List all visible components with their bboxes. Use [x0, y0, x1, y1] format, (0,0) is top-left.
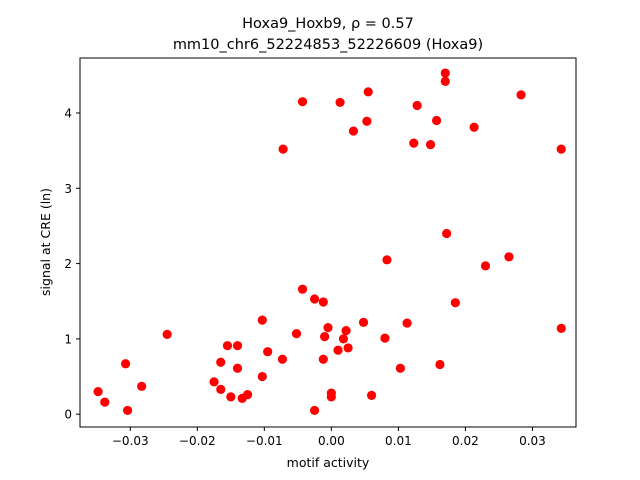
data-point-43: [395, 363, 405, 373]
data-point-1: [100, 397, 110, 407]
data-point-50: [440, 68, 450, 78]
data-point-10: [226, 392, 236, 402]
y-axis-ticks: 0 1 2 3 4: [64, 106, 80, 422]
data-point-38: [362, 116, 372, 126]
data-point-46: [412, 100, 422, 111]
data-point-5: [162, 329, 172, 339]
x-tick-label: 0.02: [452, 434, 479, 448]
y-tick-label: 3: [64, 182, 72, 196]
data-point-49: [435, 359, 445, 370]
data-point-12: [232, 363, 243, 373]
data-point-0: [93, 387, 103, 397]
data-point-39: [363, 87, 373, 97]
data-point-55: [480, 261, 491, 271]
plot-frame: [79, 57, 577, 428]
data-point-22: [297, 97, 308, 107]
data-point-9: [222, 341, 233, 351]
data-point-4: [137, 381, 147, 391]
data-point-28: [323, 323, 333, 333]
chart-title-line1: Hoxa9_Hoxb9, ρ = 0.57: [242, 16, 414, 32]
data-point-53: [450, 298, 460, 308]
data-point-58: [556, 144, 566, 154]
data-point-25: [318, 297, 328, 307]
data-point-27: [320, 332, 330, 342]
x-tick-label: 0.00: [318, 434, 345, 448]
data-point-32: [335, 97, 345, 108]
data-point-44: [402, 318, 412, 328]
data-point-59: [556, 323, 566, 333]
x-axis-ticks: −0.03 −0.02 −0.01 0.00 0.01 0.02 0.03: [112, 427, 546, 448]
x-tick-label: 0.03: [519, 434, 546, 448]
y-tick-label: 4: [64, 106, 72, 120]
x-axis-label: motif activity: [287, 455, 370, 470]
data-point-7: [216, 384, 226, 394]
data-point-2: [120, 359, 131, 369]
data-points: [93, 68, 566, 416]
data-point-16: [257, 371, 267, 382]
data-point-23: [309, 294, 320, 304]
y-tick-label: 1: [64, 332, 72, 346]
data-point-54: [469, 122, 479, 132]
data-point-56: [504, 252, 514, 262]
data-point-18: [277, 354, 288, 364]
data-point-15: [257, 315, 267, 325]
data-point-33: [338, 334, 349, 344]
data-point-6: [209, 377, 219, 387]
x-tick-label: 0.01: [385, 434, 412, 448]
data-point-24: [309, 405, 320, 416]
data-point-31: [333, 345, 343, 355]
data-point-8: [216, 357, 226, 367]
data-point-34: [341, 326, 351, 336]
data-point-35: [343, 343, 353, 353]
data-point-51: [440, 76, 450, 86]
data-point-40: [366, 390, 377, 400]
data-point-17: [263, 347, 273, 357]
data-point-20: [291, 329, 302, 339]
data-point-42: [382, 255, 392, 265]
data-point-36: [348, 126, 359, 136]
x-tick-label: −0.01: [246, 434, 283, 448]
data-point-3: [122, 405, 133, 416]
data-point-47: [425, 140, 436, 150]
data-point-14: [242, 390, 253, 400]
x-tick-label: −0.02: [179, 434, 216, 448]
data-point-37: [358, 317, 369, 327]
data-point-26: [318, 354, 328, 364]
data-point-41: [380, 333, 390, 343]
data-point-57: [516, 90, 526, 100]
data-point-19: [278, 144, 288, 154]
y-tick-label: 2: [64, 257, 72, 271]
x-tick-label: −0.03: [112, 434, 149, 448]
data-point-21: [297, 284, 308, 294]
data-point-45: [409, 138, 419, 148]
data-point-11: [232, 341, 243, 351]
y-axis-label: signal at CRE (ln): [38, 188, 53, 296]
data-point-48: [431, 115, 442, 126]
data-point-52: [442, 228, 452, 239]
chart-title-line2: mm10_chr6_52224853_52226609 (Hoxa9): [173, 37, 483, 53]
y-tick-label: 0: [64, 408, 72, 422]
data-point-30: [326, 392, 336, 402]
